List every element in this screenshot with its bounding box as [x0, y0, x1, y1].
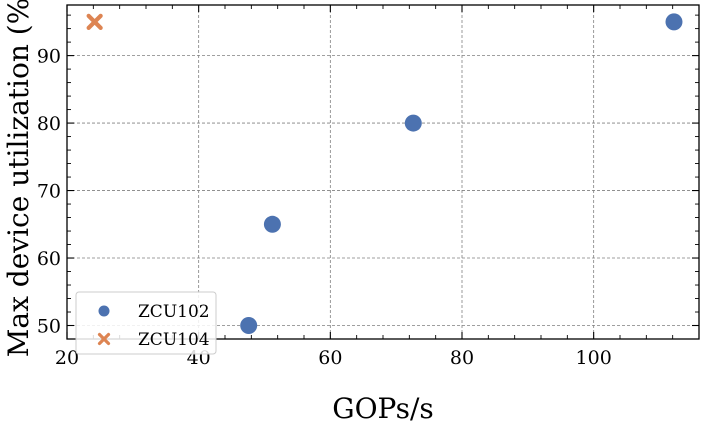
legend-label-zcu102: ZCU102	[138, 302, 210, 322]
y-axis-label: Max device utilization (%)	[2, 0, 35, 357]
legend-label-zcu104: ZCU104	[138, 330, 210, 350]
grid-lines	[67, 5, 699, 339]
x-axis-label: GOPs/s	[332, 392, 434, 425]
data-point-zcu102	[240, 317, 258, 335]
legend-marker-zcu102	[98, 305, 110, 317]
legend-marker-zcu104	[97, 332, 111, 346]
y-tick-label: 50	[37, 316, 61, 338]
x-marker-stroke	[86, 13, 103, 30]
y-tick-label: 80	[37, 113, 61, 135]
plot-frame	[66, 4, 700, 340]
x-tick-label: 100	[576, 347, 612, 369]
data-point-zcu102	[665, 13, 683, 31]
x-tick-label: 60	[318, 347, 342, 369]
y-tick-label: 60	[37, 248, 61, 270]
data-points	[86, 13, 683, 335]
y-tick-label: 90	[37, 46, 61, 68]
data-point-zcu104	[86, 13, 103, 30]
x-tick-label: 20	[55, 347, 79, 369]
legend: ZCU102 ZCU104	[75, 291, 217, 355]
x-tick-label: 80	[450, 347, 474, 369]
data-point-zcu102	[263, 215, 281, 233]
y-tick-label: 70	[37, 181, 61, 203]
axis-ticks	[66, 5, 700, 340]
data-point-zcu102	[404, 114, 422, 132]
legend-box	[75, 291, 217, 355]
